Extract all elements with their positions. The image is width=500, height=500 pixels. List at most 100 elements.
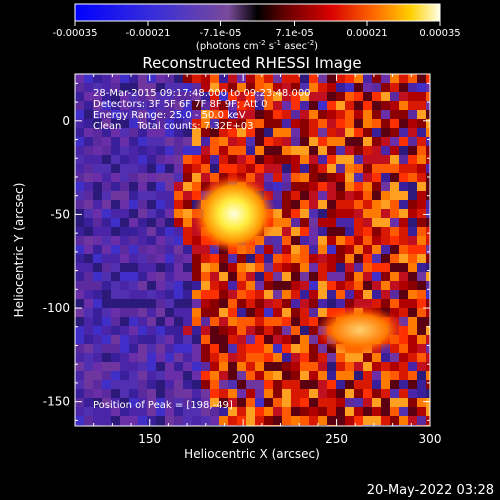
heatmap-cell <box>201 137 210 146</box>
colorbar-tick-label: 0.00021 <box>346 28 387 39</box>
heatmap-cell <box>93 155 102 164</box>
heatmap-cell <box>183 272 192 281</box>
heatmap-cell <box>282 371 291 380</box>
heatmap-cell <box>417 92 426 101</box>
heatmap-cell <box>174 344 183 353</box>
heatmap-cell <box>327 227 336 236</box>
heatmap-cell <box>291 164 300 173</box>
heatmap-cell <box>120 227 129 236</box>
heatmap-cell <box>219 254 228 263</box>
heatmap-cell <box>174 182 183 191</box>
heatmap-cell <box>219 371 228 380</box>
heatmap-cell <box>255 389 264 398</box>
heatmap-cell <box>255 137 264 146</box>
x-tick-label: 200 <box>232 432 255 446</box>
heatmap-cell <box>327 173 336 182</box>
heatmap-cell <box>255 254 264 263</box>
heatmap-cell <box>210 326 219 335</box>
heatmap-cell <box>120 191 129 200</box>
heatmap-cell <box>426 245 430 254</box>
heatmap-cell <box>93 326 102 335</box>
heatmap-cell <box>345 218 354 227</box>
heatmap-cell <box>165 326 174 335</box>
heatmap-cell <box>210 317 219 326</box>
heatmap-cell <box>300 407 309 416</box>
annotation-peak: Position of Peak = [198,-49] <box>93 400 233 411</box>
heatmap-cell <box>372 146 381 155</box>
heatmap-cell <box>381 272 390 281</box>
heatmap-cell <box>264 92 273 101</box>
heatmap-cell <box>129 74 138 83</box>
heatmap-cell <box>111 380 120 389</box>
heatmap-cell <box>426 290 430 299</box>
heatmap-cell <box>291 110 300 119</box>
heatmap-cell <box>228 326 237 335</box>
colorbar-gradient <box>74 3 441 22</box>
heatmap-cell <box>183 281 192 290</box>
heatmap-cell <box>381 245 390 254</box>
heatmap-cell <box>327 263 336 272</box>
heatmap-cell <box>408 146 417 155</box>
heatmap-cell <box>255 164 264 173</box>
heatmap-cell <box>345 254 354 263</box>
heatmap-cell <box>129 380 138 389</box>
heatmap-cell <box>174 290 183 299</box>
footer-date: 20-May-2022 03:28 <box>367 483 494 498</box>
heatmap-cell <box>345 416 354 425</box>
heatmap-cell <box>309 191 318 200</box>
heatmap-cell <box>138 344 147 353</box>
heatmap-cell <box>237 389 246 398</box>
heatmap-cell <box>336 110 345 119</box>
heatmap-cell <box>372 272 381 281</box>
heatmap-cell <box>228 83 237 92</box>
heatmap-cell <box>372 128 381 137</box>
heatmap-cell <box>327 416 336 425</box>
heatmap-cell <box>264 362 273 371</box>
heatmap-cell <box>156 335 165 344</box>
heatmap-cell <box>417 119 426 128</box>
heatmap-cell <box>156 200 165 209</box>
heatmap-cell <box>210 128 219 137</box>
heatmap-cell <box>237 353 246 362</box>
heatmap-cell <box>156 308 165 317</box>
heatmap-cell <box>381 281 390 290</box>
annotation-energy: Energy Range: 25.0 - 50.0 keV <box>93 110 246 121</box>
heatmap-cell <box>345 272 354 281</box>
heatmap-cell <box>390 245 399 254</box>
heatmap-cell <box>291 326 300 335</box>
heatmap-cell <box>336 236 345 245</box>
heatmap-cell <box>228 110 237 119</box>
heatmap-cell <box>147 272 156 281</box>
heatmap-cell <box>120 335 129 344</box>
heatmap-cell <box>309 308 318 317</box>
heatmap-cell <box>300 245 309 254</box>
heatmap-cell <box>390 254 399 263</box>
heatmap-cell <box>129 326 138 335</box>
heatmap-cell <box>165 236 174 245</box>
colorbar-tick-label: 0.00035 <box>419 28 460 39</box>
heatmap-cell <box>75 362 84 371</box>
heatmap-cell <box>282 110 291 119</box>
heatmap-cell <box>417 272 426 281</box>
heatmap-cell <box>174 362 183 371</box>
heatmap-cell <box>426 146 430 155</box>
heatmap-cell <box>381 371 390 380</box>
heatmap-cell <box>426 326 430 335</box>
heatmap-cell <box>381 263 390 272</box>
heatmap-cell <box>372 74 381 83</box>
heatmap-cell <box>408 74 417 83</box>
heatmap-cell <box>102 344 111 353</box>
heatmap-cell <box>354 398 363 407</box>
heatmap-cell <box>381 407 390 416</box>
heatmap-cell <box>282 236 291 245</box>
y-tick-label: 0 <box>62 114 70 128</box>
heatmap-cell <box>237 83 246 92</box>
heatmap-cell <box>255 407 264 416</box>
heatmap-cell <box>228 119 237 128</box>
heatmap-cell <box>75 308 84 317</box>
heatmap-cell <box>75 83 84 92</box>
heatmap-cell <box>192 137 201 146</box>
heatmap-cell <box>390 362 399 371</box>
heatmap-cell <box>93 101 102 110</box>
heatmap-cell <box>255 92 264 101</box>
